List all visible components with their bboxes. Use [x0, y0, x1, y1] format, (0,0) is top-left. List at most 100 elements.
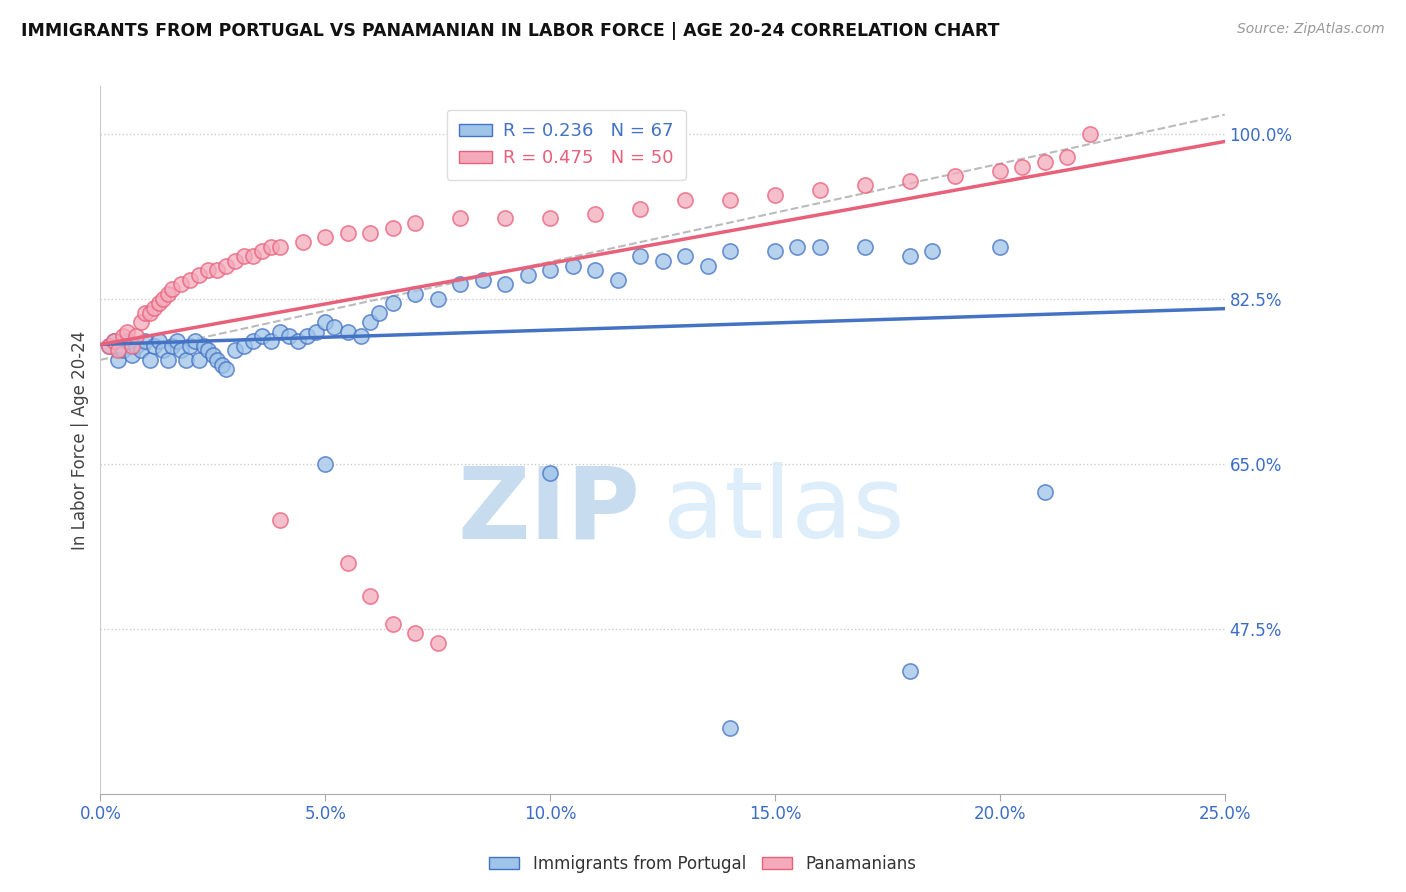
Point — [538, 263, 561, 277]
Point — [224, 253, 246, 268]
Legend: Immigrants from Portugal, Panamanians: Immigrants from Portugal, Panamanians — [482, 848, 924, 880]
Point — [305, 325, 328, 339]
Point — [921, 244, 943, 259]
Point — [323, 319, 346, 334]
Point — [121, 339, 143, 353]
Point — [170, 343, 193, 358]
Point — [129, 315, 152, 329]
Point — [278, 329, 301, 343]
Point — [1056, 150, 1078, 164]
Point — [673, 249, 696, 263]
Point — [260, 240, 283, 254]
Point — [170, 277, 193, 292]
Point — [291, 235, 314, 249]
Point — [538, 466, 561, 480]
Point — [606, 273, 628, 287]
Point — [197, 343, 219, 358]
Point — [763, 244, 786, 259]
Point — [134, 334, 156, 348]
Point — [583, 263, 606, 277]
Point — [404, 626, 426, 640]
Point — [494, 211, 516, 226]
Point — [381, 220, 404, 235]
Point — [107, 343, 129, 358]
Point — [107, 352, 129, 367]
Point — [808, 240, 831, 254]
Point — [242, 334, 264, 348]
Point — [139, 352, 162, 367]
Point — [207, 352, 229, 367]
Point — [252, 329, 274, 343]
Point — [628, 202, 651, 216]
Point — [197, 263, 219, 277]
Legend: R = 0.236   N = 67, R = 0.475   N = 50: R = 0.236 N = 67, R = 0.475 N = 50 — [447, 110, 686, 180]
Point — [583, 207, 606, 221]
Point — [156, 286, 179, 301]
Point — [233, 249, 256, 263]
Point — [148, 334, 170, 348]
Point — [359, 315, 381, 329]
Point — [404, 216, 426, 230]
Point — [426, 636, 449, 650]
Point — [426, 292, 449, 306]
Point — [134, 306, 156, 320]
Point — [174, 352, 197, 367]
Point — [336, 556, 359, 570]
Point — [988, 240, 1011, 254]
Point — [224, 343, 246, 358]
Point — [350, 329, 373, 343]
Point — [1033, 484, 1056, 499]
Point — [494, 277, 516, 292]
Point — [125, 329, 148, 343]
Point — [117, 325, 139, 339]
Point — [516, 268, 538, 282]
Point — [988, 164, 1011, 178]
Point — [103, 334, 125, 348]
Point — [162, 282, 184, 296]
Y-axis label: In Labor Force | Age 20-24: In Labor Force | Age 20-24 — [72, 330, 89, 549]
Point — [121, 348, 143, 362]
Point — [943, 169, 966, 183]
Point — [718, 244, 741, 259]
Point — [786, 240, 808, 254]
Point — [853, 178, 876, 193]
Point — [1011, 160, 1033, 174]
Point — [381, 296, 404, 310]
Point — [314, 230, 336, 244]
Point — [808, 183, 831, 197]
Point — [651, 253, 673, 268]
Text: Source: ZipAtlas.com: Source: ZipAtlas.com — [1237, 22, 1385, 37]
Point — [166, 334, 188, 348]
Point — [696, 259, 718, 273]
Point — [314, 315, 336, 329]
Point — [129, 343, 152, 358]
Text: atlas: atlas — [662, 462, 904, 559]
Point — [297, 329, 319, 343]
Point — [111, 329, 134, 343]
Point — [1033, 154, 1056, 169]
Point — [718, 193, 741, 207]
Point — [242, 249, 264, 263]
Text: ZIP: ZIP — [457, 462, 640, 559]
Point — [125, 339, 148, 353]
Point — [314, 457, 336, 471]
Point — [152, 292, 174, 306]
Point — [207, 263, 229, 277]
Point — [103, 334, 125, 348]
Point — [269, 325, 291, 339]
Text: IMMIGRANTS FROM PORTUGAL VS PANAMANIAN IN LABOR FORCE | AGE 20-24 CORRELATION CH: IMMIGRANTS FROM PORTUGAL VS PANAMANIAN I… — [21, 22, 1000, 40]
Point — [449, 277, 471, 292]
Point — [898, 174, 921, 188]
Point — [381, 616, 404, 631]
Point — [336, 226, 359, 240]
Point — [538, 211, 561, 226]
Point — [111, 343, 134, 358]
Point — [98, 339, 121, 353]
Point — [143, 339, 166, 353]
Point — [233, 339, 256, 353]
Point — [184, 334, 207, 348]
Point — [215, 362, 238, 376]
Point — [359, 226, 381, 240]
Point — [143, 301, 166, 315]
Point — [98, 339, 121, 353]
